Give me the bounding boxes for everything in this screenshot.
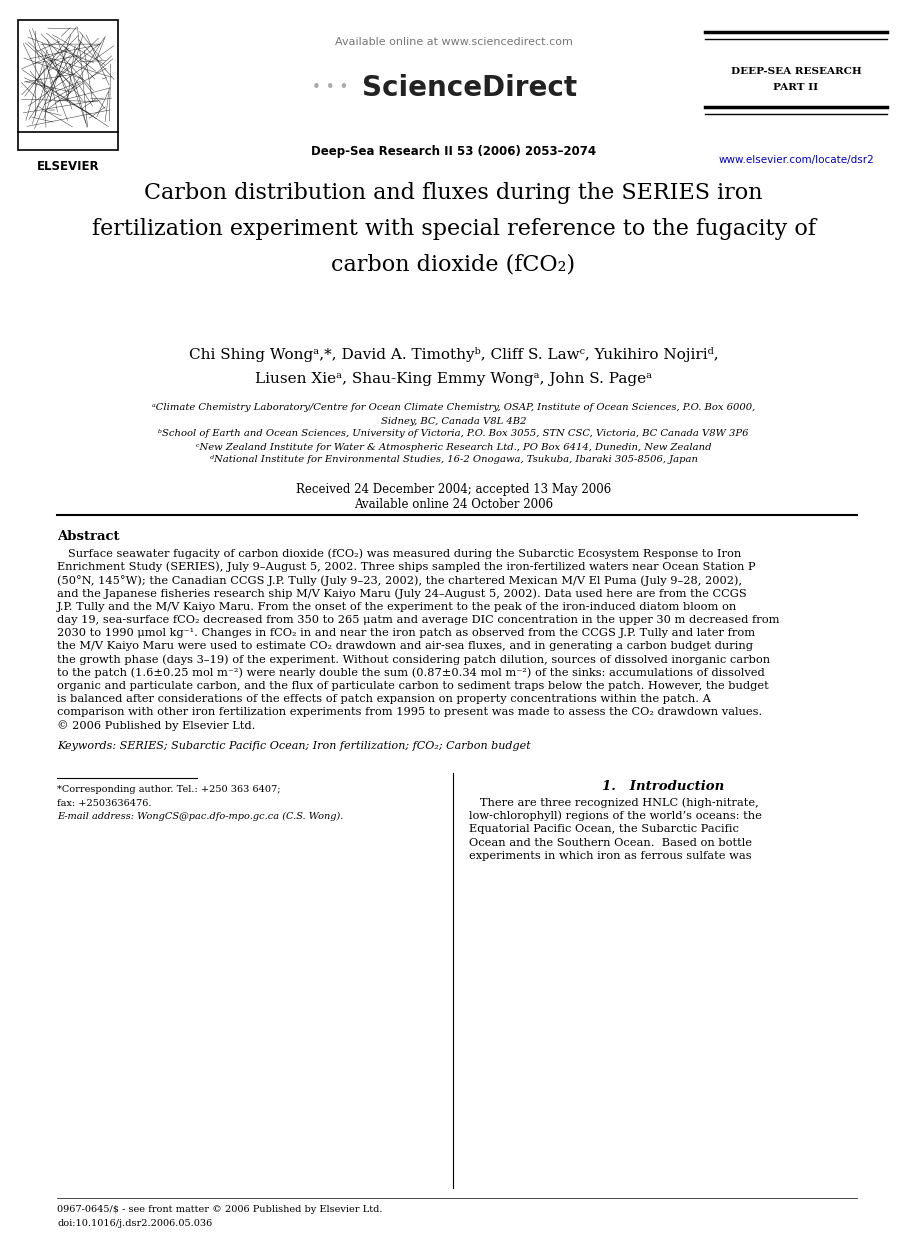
Text: PART II: PART II [774, 83, 818, 92]
Text: Abstract: Abstract [57, 530, 120, 542]
Text: 0967-0645/$ - see front matter © 2006 Published by Elsevier Ltd.: 0967-0645/$ - see front matter © 2006 Pu… [57, 1206, 383, 1214]
Text: Surface seawater fugacity of carbon dioxide (fCO₂) was measured during the Subar: Surface seawater fugacity of carbon diox… [57, 548, 741, 560]
Text: carbon dioxide (fCO₂): carbon dioxide (fCO₂) [331, 254, 576, 276]
Text: © 2006 Published by Elsevier Ltd.: © 2006 Published by Elsevier Ltd. [57, 721, 256, 730]
Text: ᵃClimate Chemistry Laboratory/Centre for Ocean Climate Chemistry, OSAP, Institut: ᵃClimate Chemistry Laboratory/Centre for… [151, 404, 756, 412]
Text: Sidney, BC, Canada V8L 4B2: Sidney, BC, Canada V8L 4B2 [381, 416, 526, 426]
Text: comparison with other iron fertilization experiments from 1995 to present was ma: comparison with other iron fertilization… [57, 707, 762, 717]
Text: Equatorial Pacific Ocean, the Subarctic Pacific: Equatorial Pacific Ocean, the Subarctic … [469, 825, 739, 834]
Bar [18, 20, 118, 150]
Text: *Corresponding author. Tel.: +250 363 6407;: *Corresponding author. Tel.: +250 363 64… [57, 785, 280, 795]
Text: Liusen Xieᵃ, Shau-King Emmy Wongᵃ, John S. Pageᵃ: Liusen Xieᵃ, Shau-King Emmy Wongᵃ, John … [255, 371, 652, 386]
Text: Carbon distribution and fluxes during the SERIES iron: Carbon distribution and fluxes during th… [144, 182, 763, 204]
Text: Available online at www.sciencedirect.com: Available online at www.sciencedirect.co… [335, 37, 572, 47]
Text: doi:10.1016/j.dsr2.2006.05.036: doi:10.1016/j.dsr2.2006.05.036 [57, 1218, 212, 1228]
Text: experiments in which iron as ferrous sulfate was: experiments in which iron as ferrous sul… [469, 851, 752, 860]
Text: is balanced after considerations of the effects of patch expansion on property c: is balanced after considerations of the … [57, 695, 711, 704]
Text: Ocean and the Southern Ocean.  Based on bottle: Ocean and the Southern Ocean. Based on b… [469, 838, 752, 848]
Text: Available online 24 October 2006: Available online 24 October 2006 [354, 498, 553, 510]
Text: 2030 to 1990 μmol kg⁻¹. Changes in fCO₂ in and near the iron patch as observed f: 2030 to 1990 μmol kg⁻¹. Changes in fCO₂ … [57, 628, 756, 639]
Text: ELSEVIER: ELSEVIER [36, 160, 99, 173]
Text: fax: +2503636476.: fax: +2503636476. [57, 799, 151, 807]
Text: day 19, sea-surface fCO₂ decreased from 350 to 265 μatm and average DIC concentr: day 19, sea-surface fCO₂ decreased from … [57, 615, 779, 625]
Text: low-chlorophyll) regions of the world’s oceans: the: low-chlorophyll) regions of the world’s … [469, 811, 762, 822]
Text: DEEP-SEA RESEARCH: DEEP-SEA RESEARCH [731, 68, 862, 77]
Text: ᵇSchool of Earth and Ocean Sciences, University of Victoria, P.O. Box 3055, STN : ᵇSchool of Earth and Ocean Sciences, Uni… [158, 430, 749, 438]
Text: 1.   Introduction: 1. Introduction [602, 780, 724, 792]
Text: (50°N, 145°W); the Canadian CCGS J.P. Tully (July 9–23, 2002), the chartered Mex: (50°N, 145°W); the Canadian CCGS J.P. Tu… [57, 574, 742, 586]
Text: and the Japanese fisheries research ship M/V Kaiyo Maru (July 24–August 5, 2002): and the Japanese fisheries research ship… [57, 588, 746, 599]
Text: Received 24 December 2004; accepted 13 May 2006: Received 24 December 2004; accepted 13 M… [296, 484, 611, 496]
Text: E-mail address: WongCS@pac.dfo-mpo.gc.ca (C.S. Wong).: E-mail address: WongCS@pac.dfo-mpo.gc.ca… [57, 811, 344, 821]
Text: organic and particulate carbon, and the flux of particulate carbon to sediment t: organic and particulate carbon, and the … [57, 681, 769, 691]
Text: ᶜNew Zealand Institute for Water & Atmospheric Research Ltd., PO Box 6414, Duned: ᶜNew Zealand Institute for Water & Atmos… [196, 442, 711, 452]
Text: • • •: • • • [312, 80, 348, 95]
Text: to the patch (1.6±0.25 mol m⁻²) were nearly double the sum (0.87±0.34 mol m⁻²) o: to the patch (1.6±0.25 mol m⁻²) were nea… [57, 667, 765, 678]
Text: Enrichment Study (SERIES), July 9–August 5, 2002. Three ships sampled the iron-f: Enrichment Study (SERIES), July 9–August… [57, 562, 756, 572]
Text: Deep-Sea Research II 53 (2006) 2053–2074: Deep-Sea Research II 53 (2006) 2053–2074 [311, 146, 596, 158]
Text: J.P. Tully and the M/V Kaiyo Maru. From the onset of the experiment to the peak : J.P. Tully and the M/V Kaiyo Maru. From … [57, 602, 737, 612]
Text: There are three recognized HNLC (high-nitrate,: There are three recognized HNLC (high-ni… [469, 797, 759, 808]
Text: Keywords: SERIES; Subarctic Pacific Ocean; Iron fertilization; fCO₂; Carbon budg: Keywords: SERIES; Subarctic Pacific Ocea… [57, 742, 531, 751]
Text: the growth phase (days 3–19) of the experiment. Without considering patch diluti: the growth phase (days 3–19) of the expe… [57, 655, 770, 665]
Text: ScienceDirect: ScienceDirect [363, 74, 578, 102]
Text: Chi Shing Wongᵃ,*, David A. Timothyᵇ, Cliff S. Lawᶜ, Yukihiro Nojiriᵈ,: Chi Shing Wongᵃ,*, David A. Timothyᵇ, Cl… [189, 348, 718, 363]
Text: ᵈNational Institute for Environmental Studies, 16-2 Onogawa, Tsukuba, Ibaraki 30: ᵈNational Institute for Environmental St… [210, 456, 697, 464]
Text: www.elsevier.com/locate/dsr2: www.elsevier.com/locate/dsr2 [718, 155, 873, 165]
Text: fertilization experiment with special reference to the fugacity of: fertilization experiment with special re… [92, 218, 815, 240]
Text: the M/V Kaiyo Maru were used to estimate CO₂ drawdown and air-sea fluxes, and in: the M/V Kaiyo Maru were used to estimate… [57, 641, 753, 651]
